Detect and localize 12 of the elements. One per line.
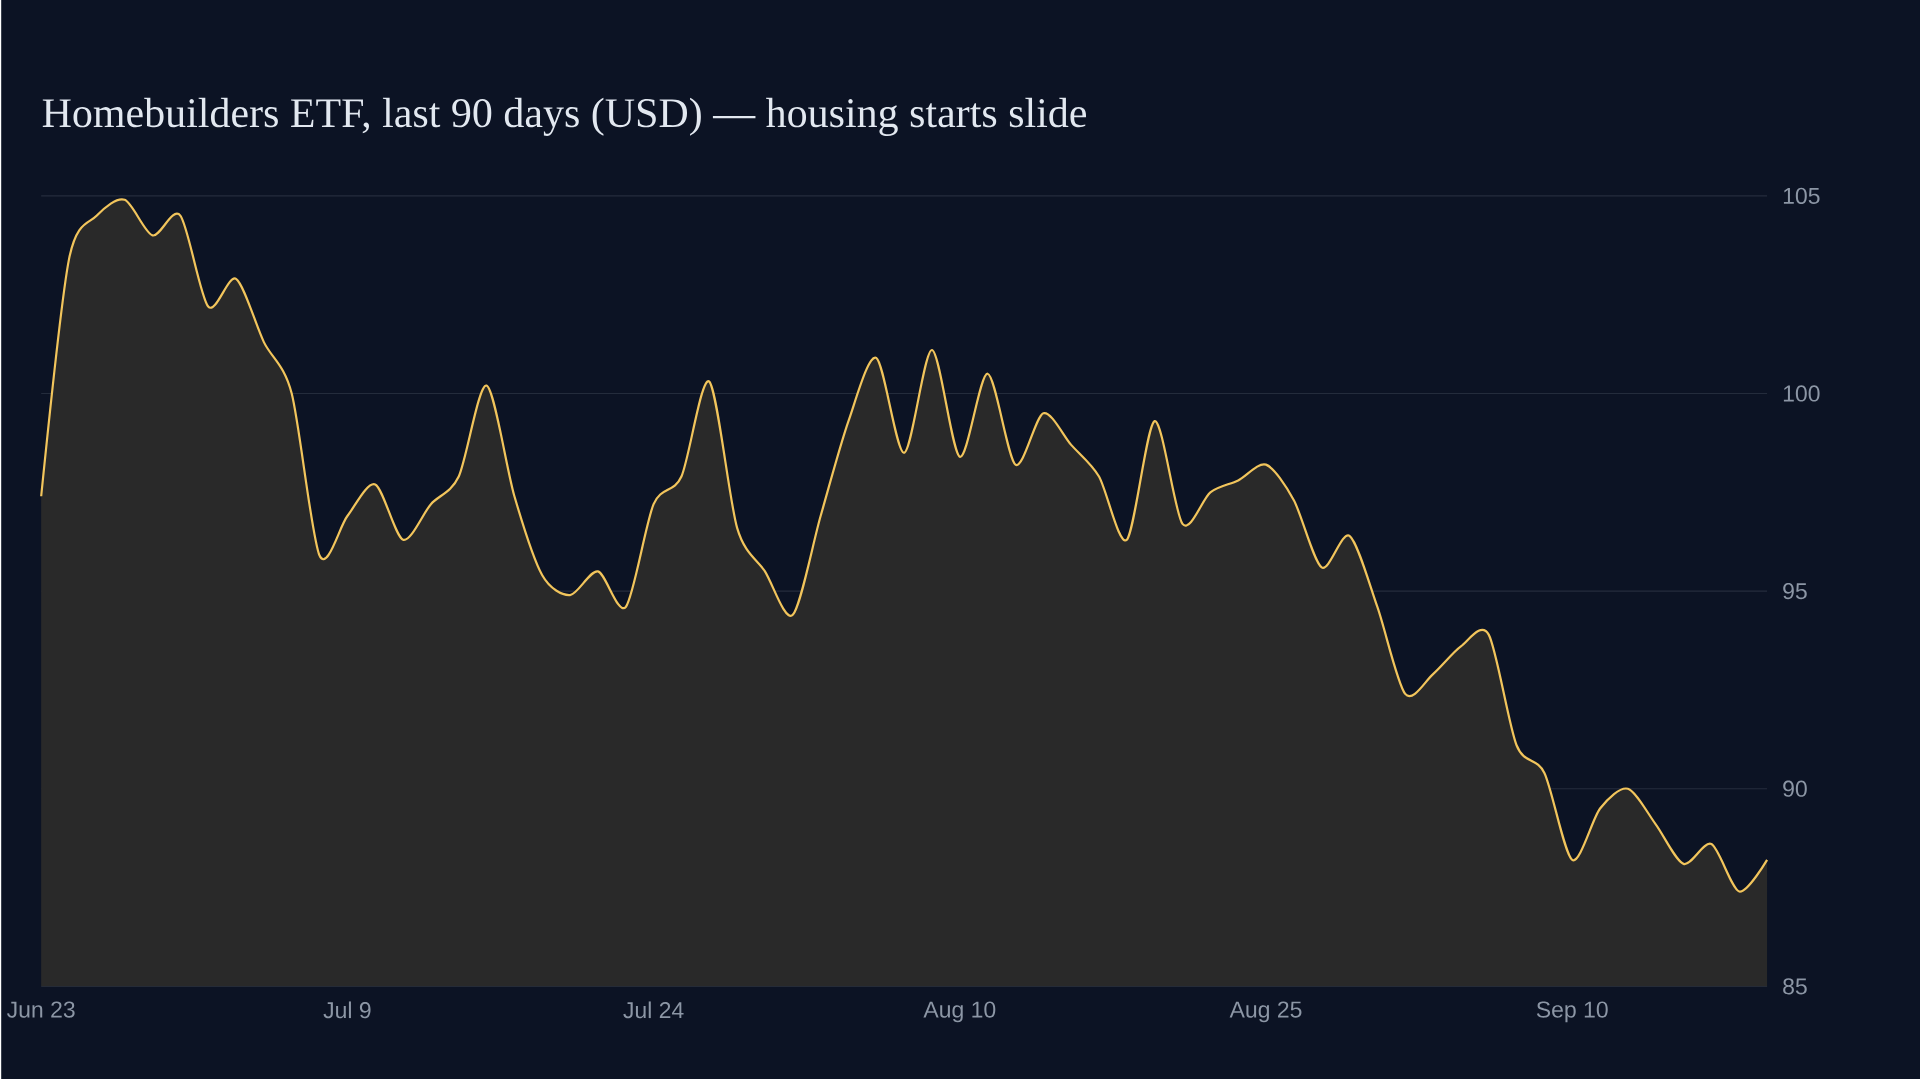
x-tick-label: Aug 25 [1229,1001,1302,1023]
x-tick-label: Jul 9 [323,1001,371,1019]
y-tick-label: 90 [1783,780,1807,797]
x-tick-label: Sep 10 [1536,1001,1608,1023]
x-tick-label: Jul 24 [623,1001,684,1019]
x-tick-label: Aug 10 [923,1001,996,1023]
x-tick-label: Jun 23 [7,1001,75,1018]
y-tick-label: 105 [1783,187,1820,204]
chart-title: Homebuilders ETF, last 90 days (USD) — housing starts slide [42,97,1087,136]
y-tick-label: 85 [1783,978,1807,995]
y-tick-label: 95 [1783,582,1807,600]
y-tick-label: 100 [1783,385,1820,402]
